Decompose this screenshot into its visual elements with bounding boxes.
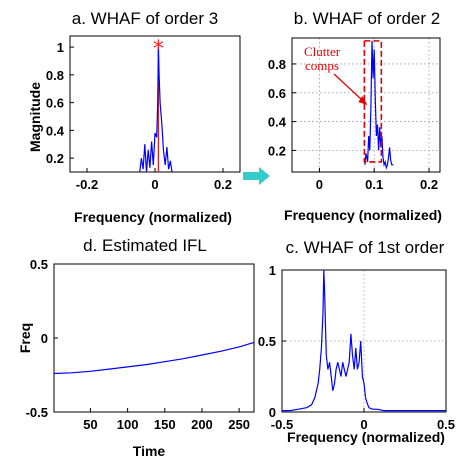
xlabel-c: Frequency (normalized) <box>287 429 445 445</box>
ytick-label-b-1: 0.4 <box>268 115 287 130</box>
xtick-label-c-1: 0 <box>360 417 367 432</box>
xtick-label-c-2: 0.5 <box>437 417 455 432</box>
ytick-label-a-1: 0.4 <box>46 123 65 138</box>
xlabel-d: Time <box>133 443 166 459</box>
ytick-label-d-2: 0.5 <box>30 257 48 272</box>
xtick-label-a-1: 0 <box>151 177 158 192</box>
title-b: b. WHAF of order 2 <box>294 9 440 28</box>
peak-marker-a: * <box>153 37 164 62</box>
ytick-label-a-2: 0.6 <box>46 96 64 111</box>
xtick-label-d-3: 200 <box>191 417 213 432</box>
ytick-label-b-3: 0.8 <box>268 57 286 72</box>
title-a: a. WHAF of order 3 <box>72 9 218 28</box>
clutter-box-b <box>363 40 383 163</box>
axes-box-b <box>291 37 441 173</box>
panel-c: c. WHAF of 1st order Frequency (normaliz… <box>258 238 455 445</box>
series-line-c-0 <box>282 269 446 412</box>
ytick-label-a-3: 0.8 <box>46 68 64 83</box>
transition-arrow <box>243 167 270 185</box>
ytick-label-c-1: 0.5 <box>258 334 276 349</box>
series-line-b-0 <box>364 40 394 170</box>
ytick-label-c-2: 1 <box>269 263 276 278</box>
panel-a: a. WHAF of order 3 Magnitude Frequency (… <box>27 9 241 225</box>
xlabel-b: Frequency (normalized) <box>284 207 442 223</box>
title-d: d. Estimated IFL <box>83 236 207 255</box>
ytick-label-d-1: 0 <box>41 331 48 346</box>
ytick-label-a-0: 0.2 <box>46 151 64 166</box>
ylabel-d: Freq <box>17 323 33 353</box>
xtick-label-b-2: 0.2 <box>420 177 438 192</box>
panel-b: b. WHAF of order 2 Frequency (normalized… <box>268 9 442 223</box>
ytick-label-b-2: 0.6 <box>268 86 286 101</box>
xtick-label-a-0: -0.2 <box>76 177 98 192</box>
panel-d: d. Estimated IFL Freq Time 50 100 150 200 25… <box>17 236 255 459</box>
xtick-label-d-1: 100 <box>117 417 139 432</box>
xtick-label-d-0: 50 <box>83 417 97 432</box>
xtick-label-c-0: -0.5 <box>271 417 293 432</box>
xtick-label-d-2: 150 <box>154 417 176 432</box>
ylabel-a: Magnitude <box>27 82 43 152</box>
ytick-label-d-0: -0.5 <box>26 405 48 420</box>
title-c: c. WHAF of 1st order <box>286 238 445 257</box>
xtick-label-d-4: 250 <box>228 417 250 432</box>
axes-box-d <box>53 263 255 413</box>
xtick-label-b-0: 0 <box>316 177 323 192</box>
arrow-shape <box>243 167 270 185</box>
series-line-a-0 <box>139 47 173 173</box>
clutter-label-b-0: Clutter <box>304 44 341 59</box>
clutter-label-b-1: comps <box>305 58 339 73</box>
ytick-label-a-4: 1 <box>57 40 64 55</box>
xtick-label-b-1: 0.1 <box>365 177 383 192</box>
xtick-label-a-2: 0.2 <box>214 177 232 192</box>
xlabel-a: Frequency (normalized) <box>74 209 232 225</box>
clutter-pointer-head-b <box>358 96 368 105</box>
ytick-label-b-0: 0.2 <box>268 143 286 158</box>
ytick-label-c-0: 0 <box>269 405 276 420</box>
series-line-d-0 <box>53 341 255 375</box>
